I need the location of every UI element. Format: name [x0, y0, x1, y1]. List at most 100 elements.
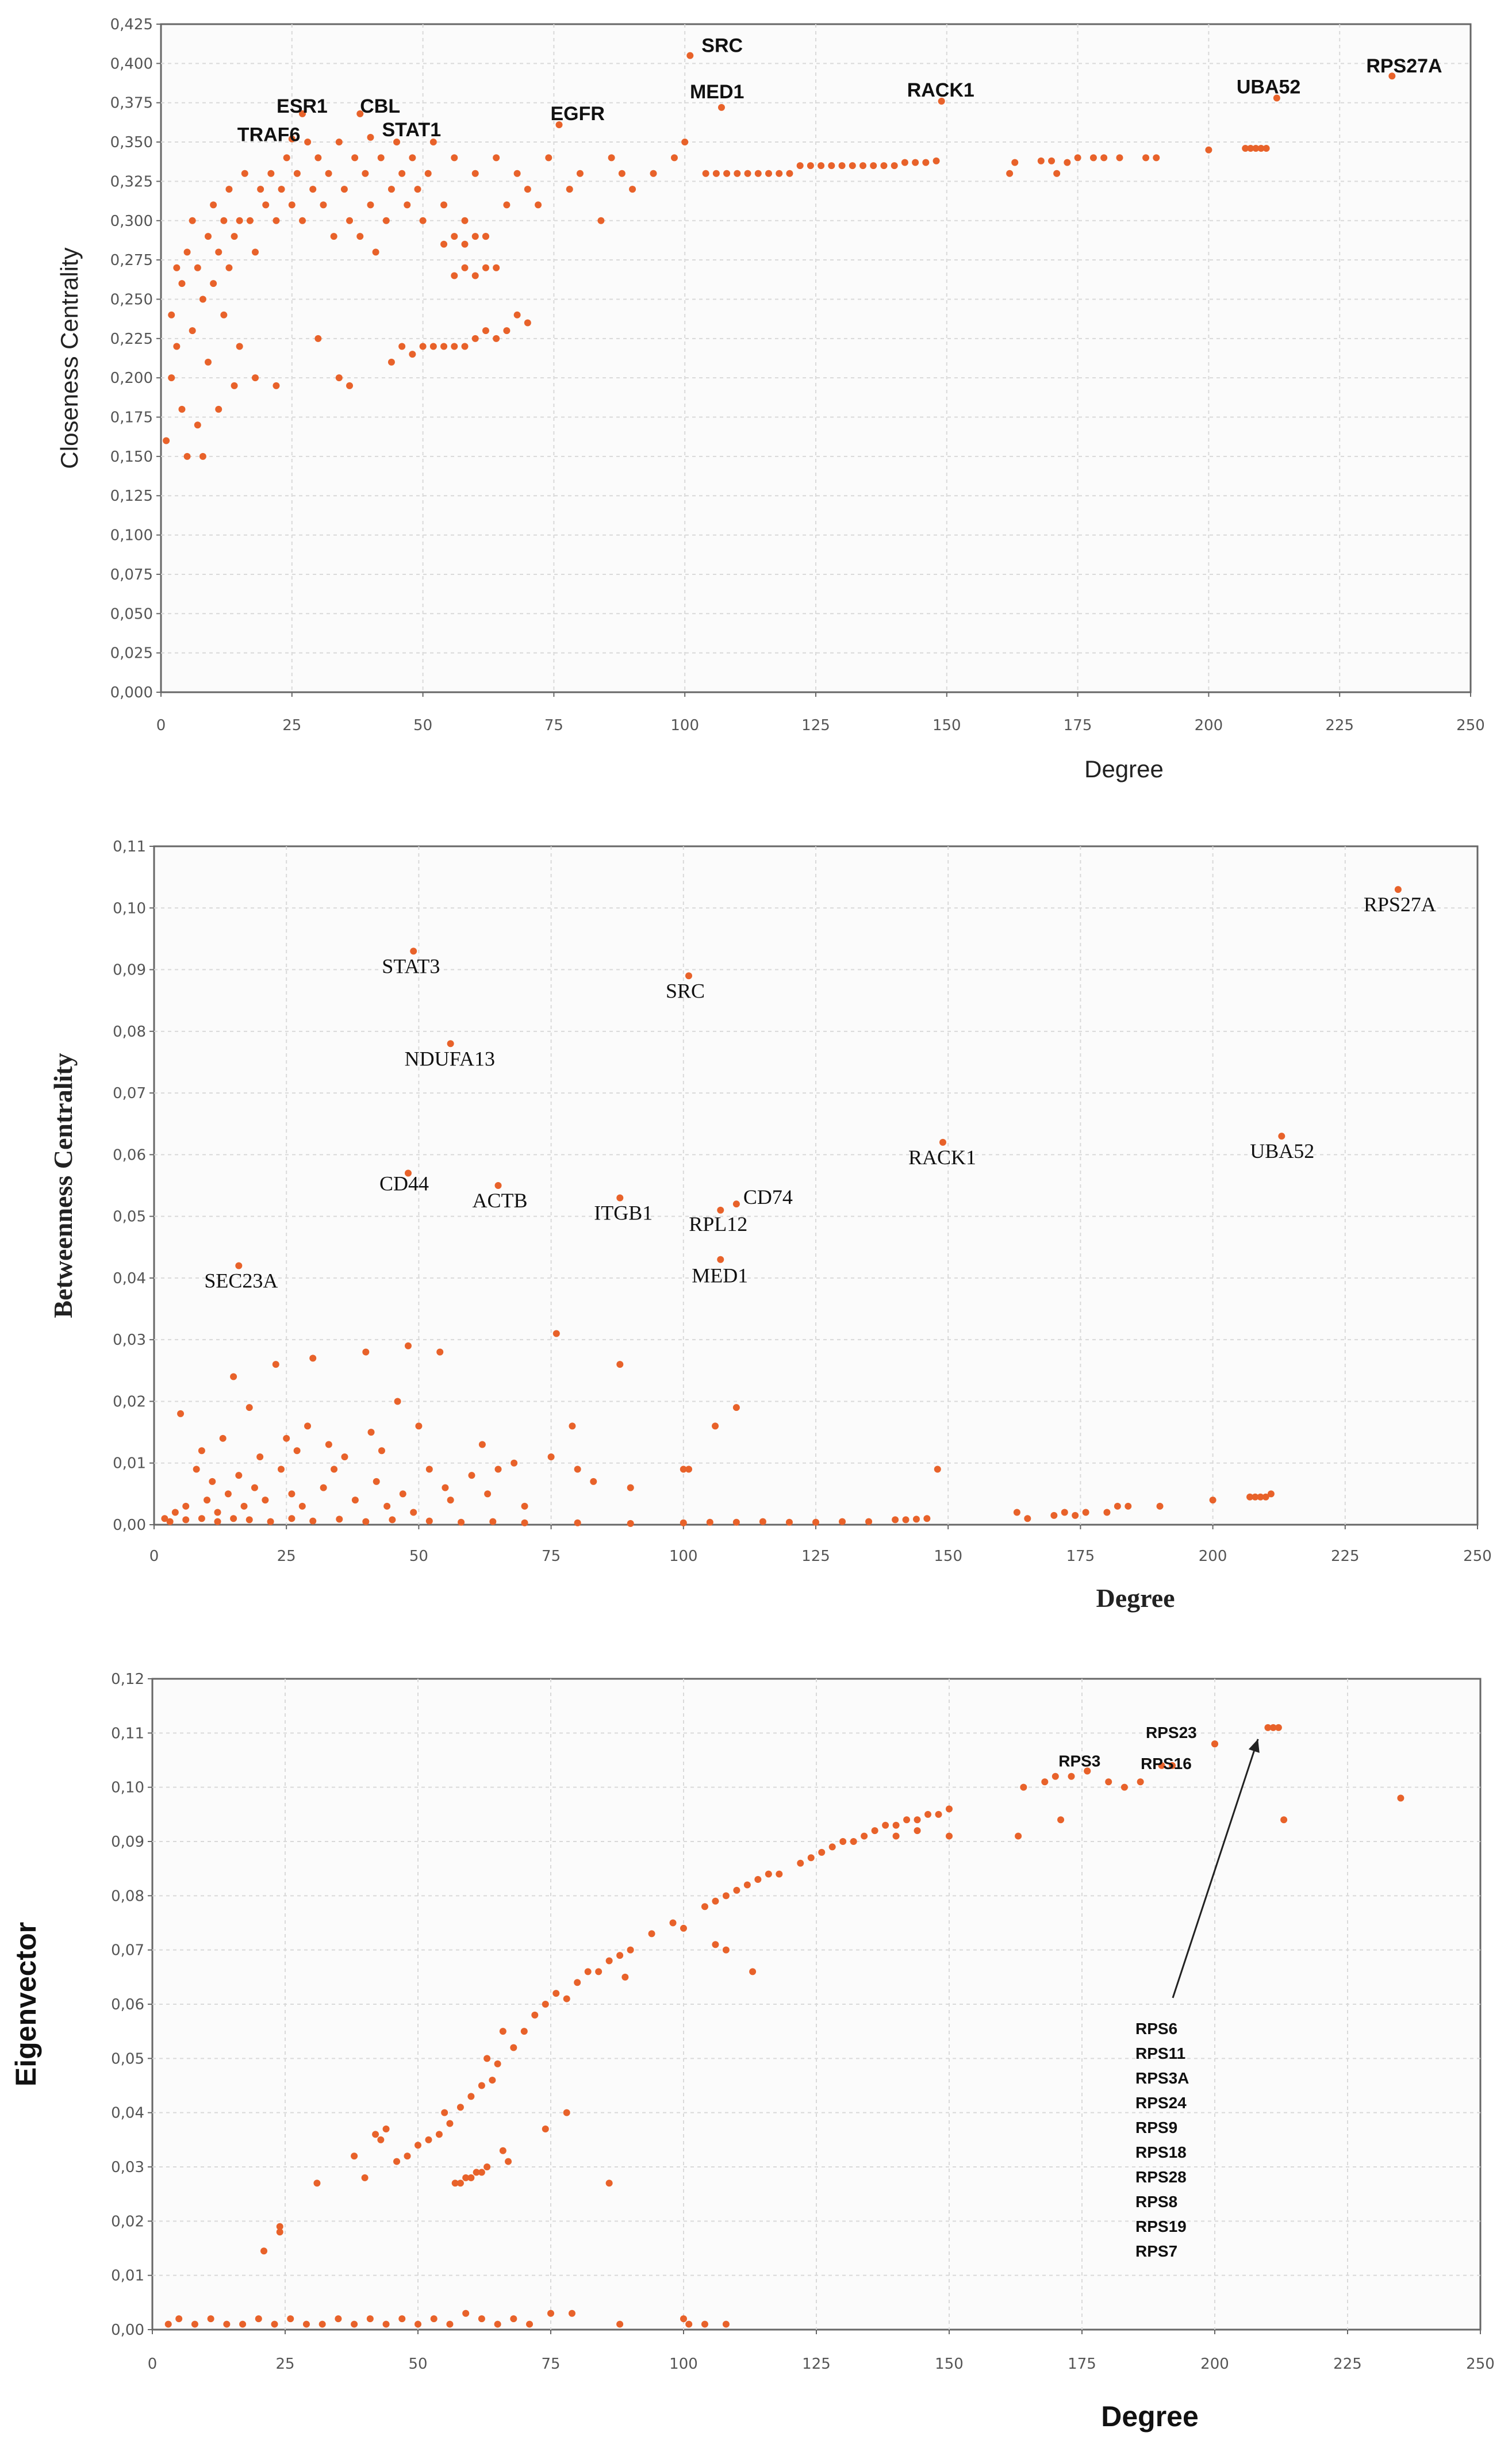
point-label: RPS3	[1058, 1752, 1100, 1770]
x-tick-label: 150	[932, 717, 961, 734]
data-point	[199, 296, 206, 303]
data-point	[225, 264, 233, 271]
data-point	[946, 1832, 953, 1840]
data-point	[482, 233, 489, 240]
data-point	[440, 240, 448, 248]
data-point	[387, 186, 395, 193]
highlighted-point	[1273, 94, 1280, 102]
data-point	[325, 170, 332, 177]
data-point	[461, 240, 469, 248]
y-tick-label: 0,01	[113, 1455, 146, 1472]
data-point	[1280, 1816, 1288, 1824]
data-point	[902, 1516, 909, 1524]
data-point	[287, 2315, 294, 2323]
y-tick-label: 0,12	[111, 1671, 144, 1688]
data-point	[451, 233, 458, 240]
data-point	[313, 2180, 321, 2187]
data-point	[245, 1404, 253, 1411]
highlighted-point	[235, 1262, 243, 1269]
data-point	[288, 1490, 296, 1498]
data-point	[483, 2055, 491, 2062]
data-point	[471, 272, 479, 279]
y-tick-label: 0,375	[110, 95, 153, 112]
data-point	[701, 1903, 708, 1910]
data-point	[734, 170, 741, 177]
data-point	[520, 2028, 528, 2035]
data-point	[1105, 1778, 1112, 1786]
data-point	[531, 2011, 539, 2019]
x-tick-label: 75	[542, 1548, 561, 1565]
data-point	[471, 335, 479, 342]
data-point	[435, 2131, 443, 2138]
data-point	[171, 1509, 179, 1516]
data-point	[241, 170, 248, 177]
data-point	[545, 154, 552, 162]
data-point	[650, 170, 657, 177]
data-point	[621, 1973, 629, 1981]
data-point	[183, 452, 191, 460]
data-point	[340, 186, 348, 193]
data-point	[859, 162, 867, 170]
data-point	[223, 2320, 231, 2328]
data-point	[361, 2174, 369, 2181]
data-point	[215, 405, 222, 413]
data-point	[367, 201, 374, 209]
data-point	[1252, 144, 1260, 152]
data-point	[1252, 1493, 1259, 1501]
highlighted-point	[404, 1169, 412, 1177]
data-point	[1020, 1783, 1027, 1791]
data-point	[456, 2104, 464, 2111]
data-point	[680, 2315, 687, 2323]
annotation-list-item: RPS18	[1135, 2143, 1187, 2161]
data-point	[304, 1422, 312, 1430]
data-point	[776, 170, 783, 177]
data-point	[468, 1472, 475, 1479]
data-point	[818, 162, 825, 170]
y-tick-label: 0,05	[111, 2050, 144, 2067]
data-point	[828, 1843, 836, 1851]
data-point	[616, 2320, 624, 2328]
highlighted-point	[685, 972, 693, 980]
data-point	[214, 1518, 221, 1525]
point-label: RPL12	[689, 1213, 747, 1236]
data-point	[1125, 1502, 1132, 1510]
point-label: CD44	[379, 1172, 429, 1195]
annotation-list-item: RPS19	[1135, 2218, 1187, 2235]
data-point	[451, 343, 458, 350]
x-tick-label: 200	[1195, 717, 1223, 734]
data-point	[1053, 170, 1061, 177]
data-point	[398, 170, 406, 177]
highlighted-point	[717, 103, 725, 111]
data-point	[563, 2109, 570, 2116]
data-point	[318, 2320, 326, 2328]
x-tick-label: 250	[1466, 2355, 1495, 2373]
point-label: RACK1	[908, 1146, 976, 1169]
data-point	[219, 1434, 227, 1442]
highlighted-point	[447, 1040, 454, 1048]
data-point	[220, 311, 228, 319]
data-point	[398, 2315, 406, 2323]
data-point	[574, 1979, 581, 1986]
x-tick-label: 100	[669, 1548, 698, 1565]
data-point	[471, 233, 479, 240]
data-point	[1275, 1724, 1282, 1731]
data-point	[410, 1509, 417, 1516]
data-point	[257, 186, 264, 193]
data-point	[404, 2153, 411, 2160]
x-tick-label: 50	[408, 2355, 427, 2373]
x-tick-label: 175	[1066, 1548, 1095, 1565]
data-point	[903, 1816, 911, 1824]
y-tick-label: 0,08	[111, 1887, 144, 1905]
chart-panel-1: 0,000 0,025 0,050 0,075 0,100 0,125 0,150 0,175…	[56, 16, 1485, 782]
y-tick-label: 0,225	[110, 331, 153, 348]
data-point	[225, 186, 233, 193]
highlighted-point	[1394, 886, 1402, 893]
data-point	[436, 1348, 444, 1356]
data-point	[1100, 154, 1108, 162]
point-label: TRAF6	[237, 124, 301, 146]
data-point	[441, 2109, 448, 2116]
data-point	[861, 1832, 868, 1840]
chart-panel-3: 0,00 0,01 0,02 0,03 0,04 0,05 0,06 0,07 0,08 0,09…	[10, 1671, 1495, 2433]
point-label: CD74	[743, 1186, 793, 1209]
y-tick-label: 0,275	[110, 252, 153, 269]
